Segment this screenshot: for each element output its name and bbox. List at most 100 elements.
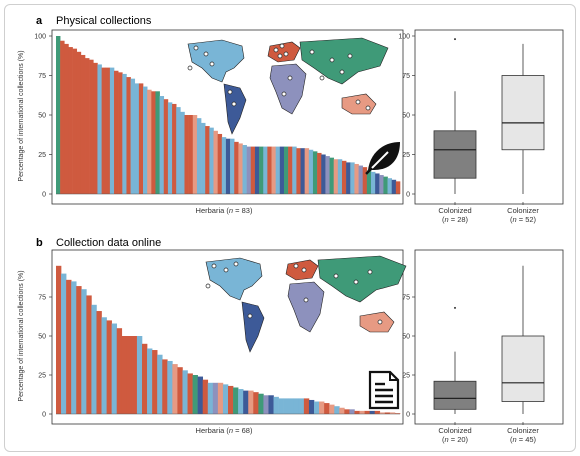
bar bbox=[196, 118, 202, 194]
bar bbox=[163, 99, 169, 194]
bar bbox=[383, 176, 388, 194]
bar bbox=[72, 48, 78, 194]
bar bbox=[339, 407, 345, 414]
bar bbox=[217, 382, 224, 414]
bar bbox=[101, 67, 107, 194]
bar bbox=[89, 59, 94, 195]
bar bbox=[207, 382, 214, 414]
bar bbox=[394, 413, 401, 414]
bar bbox=[68, 47, 73, 195]
panel-a-label: a bbox=[36, 15, 43, 27]
bar bbox=[317, 152, 322, 194]
bar bbox=[283, 398, 290, 414]
bar bbox=[259, 146, 264, 194]
leaf-icon bbox=[365, 142, 400, 175]
bar bbox=[263, 395, 269, 414]
bar bbox=[308, 149, 314, 194]
bar bbox=[292, 146, 297, 194]
ytick-label: 75 bbox=[38, 73, 46, 80]
bar bbox=[391, 179, 397, 194]
map-north-america-icon bbox=[205, 257, 263, 301]
bar bbox=[134, 83, 140, 194]
bar bbox=[180, 111, 185, 194]
bar bbox=[250, 146, 256, 194]
bar bbox=[222, 384, 229, 414]
bar bbox=[271, 146, 276, 194]
bar bbox=[81, 289, 87, 414]
bar bbox=[366, 170, 372, 194]
bar bbox=[279, 146, 285, 194]
bar bbox=[188, 115, 194, 194]
bar bbox=[354, 410, 360, 414]
bar bbox=[217, 133, 223, 194]
bar bbox=[56, 36, 61, 194]
bar bbox=[91, 304, 97, 414]
ytick-label: 0 bbox=[406, 412, 410, 419]
box-outlier bbox=[454, 38, 456, 41]
bar bbox=[96, 311, 102, 414]
bar bbox=[157, 354, 163, 414]
ytick-label: 25 bbox=[38, 373, 46, 380]
bar bbox=[202, 379, 209, 414]
panel-b-ylabel: Percentage of international collections … bbox=[18, 270, 25, 401]
ytick-label: 50 bbox=[38, 334, 46, 341]
bar bbox=[64, 43, 69, 195]
bar bbox=[142, 343, 148, 414]
bar bbox=[122, 73, 127, 194]
bar bbox=[349, 409, 355, 414]
bar bbox=[334, 406, 340, 414]
panel-a-bar-frame bbox=[51, 29, 404, 205]
panel-b-title: Collection data online bbox=[56, 237, 161, 249]
bar bbox=[283, 146, 289, 194]
map-south-america-icon bbox=[223, 83, 247, 135]
bar bbox=[126, 77, 131, 194]
panel-b-label: b bbox=[36, 237, 43, 249]
bar bbox=[387, 178, 393, 194]
bar bbox=[298, 398, 305, 414]
panel-a-world-map bbox=[187, 37, 389, 135]
bar bbox=[56, 265, 62, 414]
bar bbox=[201, 122, 206, 194]
bar bbox=[230, 138, 235, 194]
bar bbox=[312, 151, 318, 194]
ytick-label: 0 bbox=[42, 192, 46, 199]
bar bbox=[131, 336, 138, 414]
panel-b-box-frame bbox=[414, 249, 564, 425]
bar bbox=[60, 40, 65, 194]
box-group-n: (n = 28) bbox=[442, 215, 469, 224]
bar bbox=[374, 410, 381, 414]
bar bbox=[172, 364, 178, 414]
bar bbox=[233, 387, 239, 414]
ytick-label: 75 bbox=[38, 295, 46, 302]
ytick-label: 75 bbox=[402, 73, 410, 80]
bar bbox=[308, 399, 315, 414]
bar bbox=[275, 146, 281, 194]
bar bbox=[184, 115, 189, 194]
bar bbox=[369, 410, 376, 414]
panel-b-xlabel: Herbaria (n = 68) bbox=[196, 426, 253, 435]
ytick-label: 50 bbox=[402, 334, 410, 341]
bar bbox=[304, 148, 310, 194]
bar bbox=[346, 162, 351, 194]
box-group-n: (n = 45) bbox=[510, 435, 537, 444]
bar bbox=[182, 370, 188, 414]
bar bbox=[296, 148, 301, 194]
ytick-label: 100 bbox=[398, 34, 410, 41]
bar bbox=[167, 102, 173, 194]
bar bbox=[76, 51, 82, 194]
bar bbox=[76, 286, 82, 414]
bar bbox=[364, 410, 370, 414]
bar bbox=[263, 146, 268, 194]
bar bbox=[121, 336, 128, 414]
box-group-label: Colonizer bbox=[507, 206, 539, 215]
bar bbox=[300, 148, 305, 194]
box-group-n: (n = 52) bbox=[510, 215, 537, 224]
ytick-label: 100 bbox=[34, 34, 46, 41]
ytick-label: 25 bbox=[402, 373, 410, 380]
bar bbox=[303, 398, 310, 414]
bar bbox=[358, 165, 363, 194]
bar bbox=[354, 163, 359, 194]
bar bbox=[93, 62, 98, 194]
map-asia-icon bbox=[299, 37, 389, 85]
bar bbox=[147, 348, 153, 414]
